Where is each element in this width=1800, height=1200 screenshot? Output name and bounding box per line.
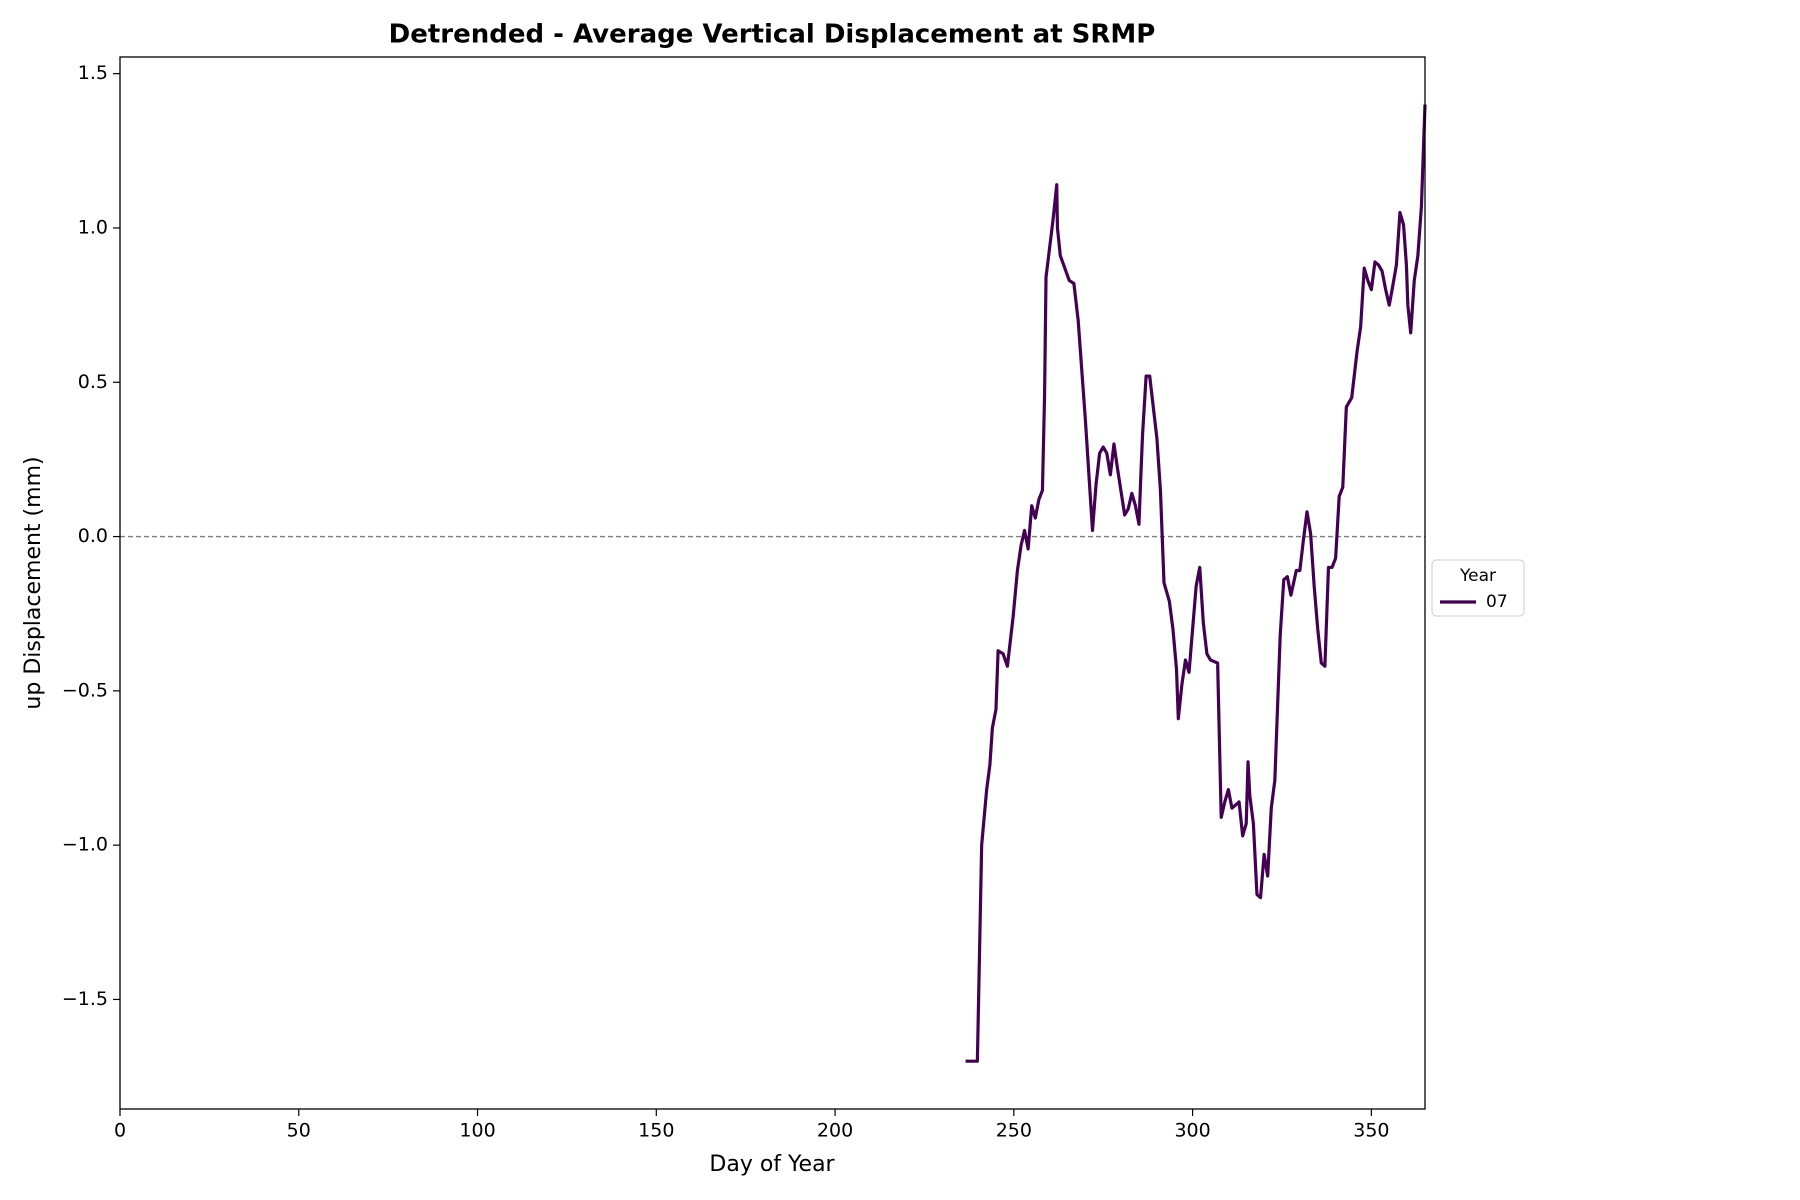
y-tick-label: 1.5 [78, 62, 108, 84]
x-tick-label: 50 [287, 1120, 311, 1142]
y-tick-label: −0.5 [62, 679, 108, 701]
x-tick-label: 100 [459, 1120, 495, 1142]
x-axis-label: Day of Year [709, 1152, 835, 1177]
y-tick-label: 0.5 [78, 371, 108, 393]
y-tick-label: 1.0 [78, 216, 108, 238]
chart-title: Detrended - Average Vertical Displacemen… [389, 20, 1156, 50]
x-tick-label: 150 [638, 1120, 674, 1142]
y-tick-label: −1.5 [62, 988, 108, 1010]
x-tick-label: 200 [817, 1120, 853, 1142]
data-line [965, 104, 1427, 1063]
x-tick-label: 250 [996, 1120, 1032, 1142]
y-tick-label: 0.0 [78, 525, 108, 547]
x-tick-label: 350 [1353, 1120, 1389, 1142]
y-axis-label: up Displacement (mm) [21, 456, 46, 709]
x-tick-label: 300 [1174, 1120, 1210, 1142]
x-tick-label: 0 [114, 1120, 126, 1142]
legend-title: Year [1459, 566, 1496, 586]
y-tick-label: −1.0 [62, 834, 108, 856]
plot-frame [119, 56, 1426, 1110]
legend-label: 07 [1486, 592, 1508, 612]
